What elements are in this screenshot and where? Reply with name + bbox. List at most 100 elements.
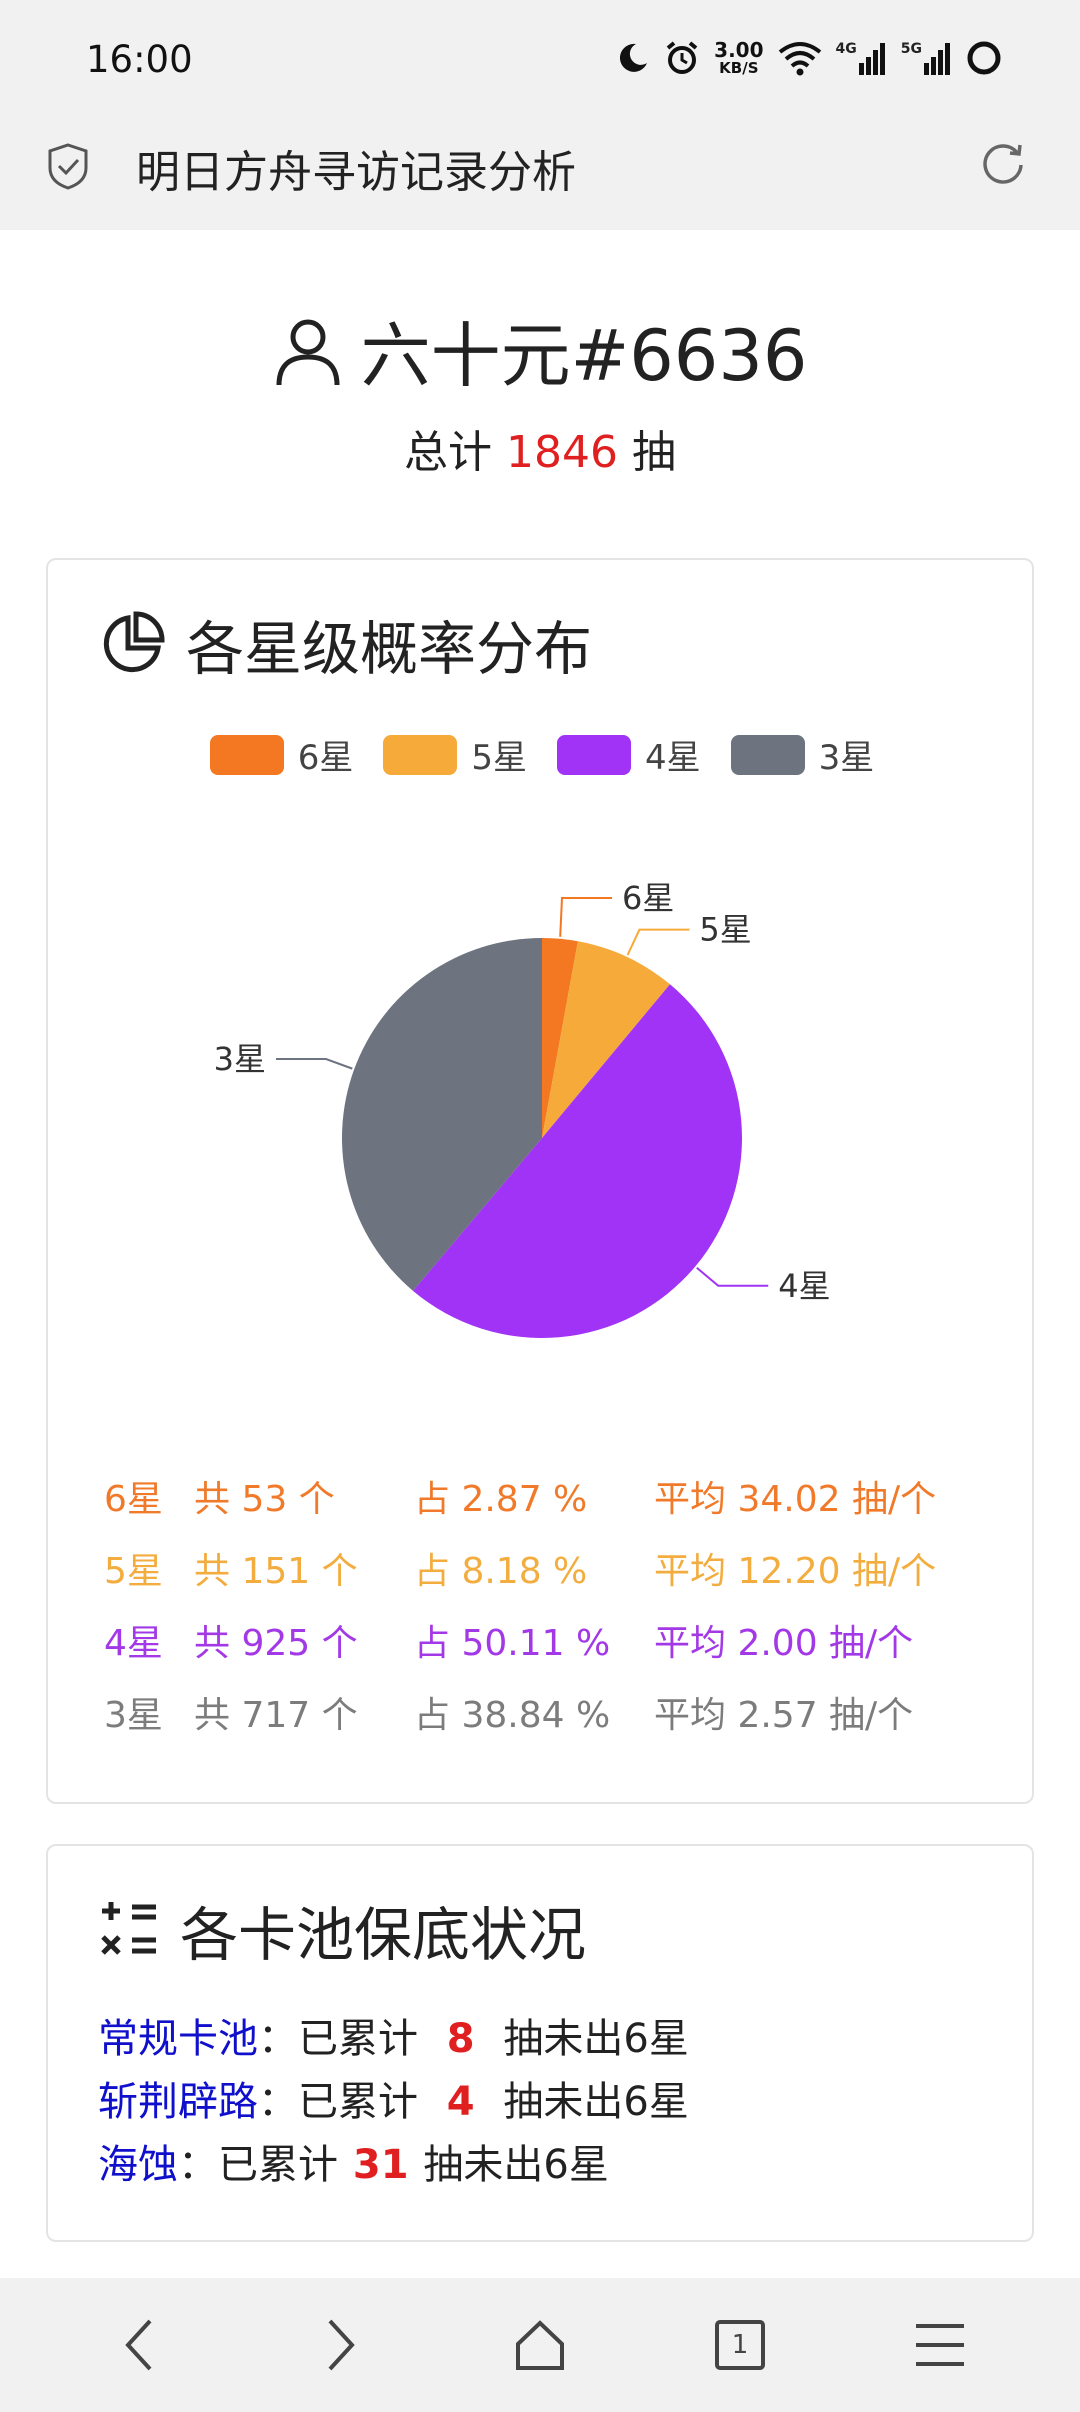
- wifi-icon: [778, 42, 821, 76]
- network-speed: 3.00 KB/S: [714, 40, 763, 76]
- browser-toolbar: 明日方舟寻访记录分析: [0, 122, 1080, 230]
- pool-prefix: 已累计: [298, 2016, 431, 2062]
- legend-swatch: [730, 734, 805, 775]
- pool-row: 海蚀：已累计 31 抽未出6星: [98, 2132, 689, 2195]
- stat-count: 共 925 个: [194, 1623, 358, 1664]
- stat-average: 平均 34.02 抽/个: [654, 1479, 937, 1520]
- pool-colon: ：: [178, 2142, 218, 2188]
- pie-slice[interactable]: [412, 984, 743, 1339]
- total-suffix: 抽: [617, 427, 676, 478]
- legend-item-4star[interactable]: 4星: [557, 730, 701, 779]
- calculator-icon: [101, 1902, 156, 1955]
- pool-count: 8: [446, 2016, 475, 2062]
- page-title: 明日方舟寻访记录分析: [136, 147, 576, 198]
- distribution-title: 各星级概率分布: [98, 602, 592, 686]
- signal-5g: 5G: [901, 41, 952, 75]
- forward-button[interactable]: [305, 2310, 375, 2380]
- back-button[interactable]: [105, 2310, 175, 2380]
- legend-swatch: [557, 734, 631, 775]
- user-name: 六十元#6636: [360, 315, 808, 397]
- pie-leader-line: [275, 1058, 353, 1070]
- pie-chart-icon: [103, 611, 165, 673]
- pool-list: 常规卡池：已累计 8 抽未出6星 斩荆辟路：已累计 4 抽未出6星 海蚀：已累计…: [98, 2006, 689, 2195]
- pools-title-text: 各卡池保底状况: [180, 1901, 587, 1969]
- chart-legend: 6星 5星 4星 3星: [48, 730, 1036, 779]
- stat-average: 平均 2.57 抽/个: [654, 1695, 914, 1736]
- tab-count: 1: [731, 2330, 749, 2360]
- pool-suffix: 抽未出6星: [490, 2016, 689, 2062]
- speed-unit: KB/S: [719, 59, 759, 77]
- stat-percent: 占 50.11 %: [414, 1623, 611, 1664]
- legend-item-5star[interactable]: 5星: [383, 730, 527, 779]
- pool-prefix: 已累计: [298, 2079, 431, 2125]
- home-icon: [516, 2320, 564, 2370]
- stat-row-4star: 4星 共 925 个 占 50.11 % 平均 2.00 抽/个: [104, 1614, 1004, 1686]
- user-icon: [276, 319, 340, 385]
- battery-icon: [967, 41, 1001, 75]
- pool-row: 斩荆辟路：已累计 4 抽未出6星: [98, 2069, 689, 2132]
- status-bar: 16:00 3.00 KB/S 4G 5G: [0, 0, 1080, 122]
- total-prefix: 总计: [404, 427, 506, 478]
- shield-check-icon[interactable]: [46, 142, 90, 190]
- pie-label: 4星: [778, 1267, 830, 1305]
- total-count: 1846: [506, 427, 618, 478]
- stat-star: 5星: [104, 1551, 163, 1592]
- pie-leader-line: [626, 928, 690, 956]
- pool-name: 斩荆辟路: [98, 2079, 258, 2125]
- signal-bars-icon: [924, 43, 950, 75]
- bottom-nav: 1: [0, 2278, 1080, 2412]
- stats-table: 6星 共 53 个 占 2.87 % 平均 34.02 抽/个 5星 共 151…: [104, 1470, 1004, 1758]
- stat-count: 共 151 个: [194, 1551, 358, 1592]
- pie-slice[interactable]: [542, 938, 578, 1138]
- signal-4g-label: 4G: [835, 41, 857, 57]
- pool-count: 4: [446, 2079, 475, 2125]
- legend-swatch: [383, 734, 458, 775]
- status-icons: 3.00 KB/S 4G 5G: [616, 36, 1002, 80]
- pool-suffix: 抽未出6星: [490, 2079, 689, 2125]
- distribution-title-text: 各星级概率分布: [186, 615, 593, 683]
- legend-item-3star[interactable]: 3星: [730, 730, 874, 779]
- legend-label: 4星: [645, 738, 701, 778]
- stat-percent: 占 38.84 %: [414, 1695, 611, 1736]
- distribution-card: 各星级概率分布 6星 5星 4星 3星 6星 5星 4星 3星 6星 共 53 个 占…: [46, 558, 1034, 1804]
- stat-percent: 占 2.87 %: [414, 1479, 588, 1520]
- pie-label: 5星: [699, 911, 751, 949]
- menu-button[interactable]: [905, 2310, 975, 2380]
- chevron-left-icon: [125, 2319, 152, 2371]
- stat-percent: 占 8.18 %: [414, 1551, 588, 1592]
- legend-item-6star[interactable]: 6星: [209, 730, 353, 779]
- pool-colon: ：: [258, 2079, 298, 2125]
- signal-5g-label: 5G: [900, 41, 922, 57]
- total-pulls: 总计 1846 抽: [0, 416, 1080, 480]
- pool-name: 海蚀: [98, 2142, 178, 2188]
- pool-suffix: 抽未出6星: [410, 2142, 609, 2188]
- pie-leader-line: [696, 1267, 769, 1287]
- user-header: 六十元#6636: [0, 300, 1080, 401]
- pie-chart: 6星 5星 4星 3星: [214, 879, 831, 1339]
- stat-star: 6星: [104, 1479, 163, 1520]
- pools-card: 各卡池保底状况 常规卡池：已累计 8 抽未出6星 斩荆辟路：已累计 4 抽未出6…: [46, 1844, 1034, 2242]
- tabs-button[interactable]: 1: [705, 2310, 775, 2380]
- reload-icon[interactable]: [978, 140, 1028, 190]
- pie-leader-line: [559, 897, 612, 937]
- tabs-icon: [715, 2320, 765, 2370]
- pie-slice[interactable]: [341, 938, 542, 1291]
- stat-star: 4星: [104, 1623, 163, 1664]
- home-button[interactable]: [505, 2310, 575, 2380]
- pie-label: 6星: [622, 879, 674, 917]
- signal-bars-icon: [858, 43, 885, 75]
- speed-value: 3.00: [714, 38, 764, 62]
- pie-slice[interactable]: [542, 941, 670, 1138]
- stat-row-6star: 6星 共 53 个 占 2.87 % 平均 34.02 抽/个: [104, 1470, 1004, 1542]
- stat-row-5star: 5星 共 151 个 占 8.18 % 平均 12.20 抽/个: [104, 1542, 1004, 1614]
- legend-swatch: [209, 734, 284, 775]
- moon-icon: [620, 43, 648, 72]
- stat-star: 3星: [104, 1695, 163, 1736]
- pools-title: 各卡池保底状况: [98, 1888, 586, 1972]
- stat-row-3star: 3星 共 717 个 占 38.84 % 平均 2.57 抽/个: [104, 1686, 1004, 1758]
- legend-label: 5星: [471, 738, 527, 778]
- signal-4g: 4G: [836, 41, 887, 75]
- stat-average: 平均 12.20 抽/个: [654, 1551, 937, 1592]
- stat-average: 平均 2.00 抽/个: [654, 1623, 914, 1664]
- alarm-icon: [666, 41, 698, 74]
